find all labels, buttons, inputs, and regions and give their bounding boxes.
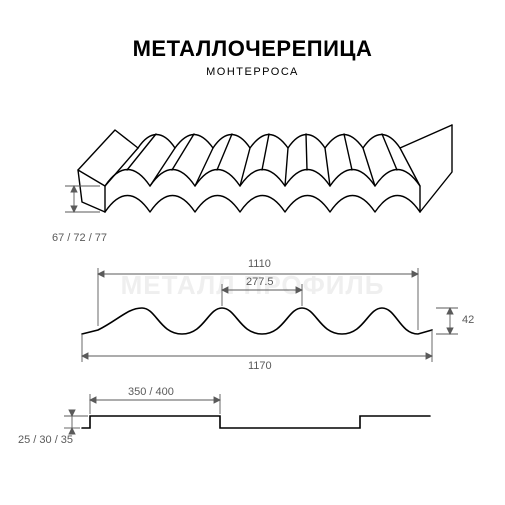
header: МЕТАЛЛОЧЕРЕПИЦА МОНТЕРРОСА <box>0 36 505 78</box>
dim-cover-width: 1110 <box>248 258 271 270</box>
subtitle: МОНТЕРРОСА <box>0 66 505 78</box>
dim-step-length: 350 / 400 <box>128 386 174 398</box>
dim-total-width: 1170 <box>248 360 272 372</box>
dim-pitch: 277.5 <box>246 276 274 288</box>
side-profile <box>60 392 460 452</box>
tile-3d-view <box>60 100 460 230</box>
dim-wave-height: 42 <box>462 314 474 326</box>
dim-step-height: 67 / 72 / 77 <box>52 232 107 244</box>
dim-profile-height: 25 / 30 / 35 <box>18 434 73 446</box>
title: МЕТАЛЛОЧЕРЕПИЦА <box>0 36 505 62</box>
